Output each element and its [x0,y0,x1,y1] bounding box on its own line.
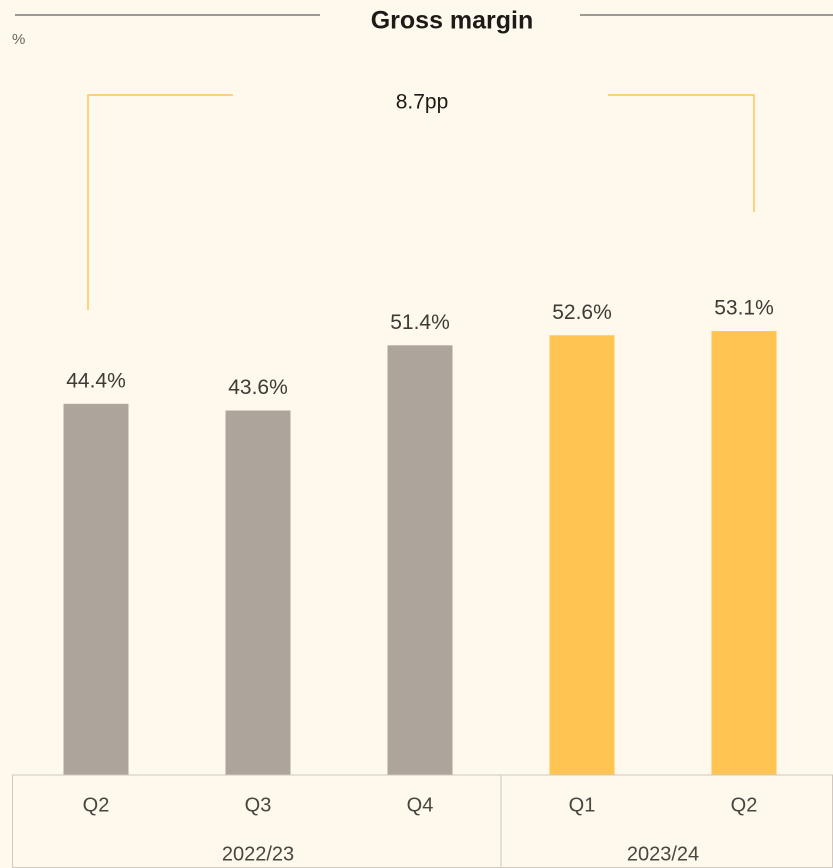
bar [63,403,129,775]
bar [387,345,453,775]
value-label: 43.6% [228,376,288,399]
annotation: 8.7pp [396,91,449,114]
x-tick-label: Q2 [731,794,758,816]
bar [549,335,615,775]
value-label: 44.4% [66,369,126,392]
bar [711,331,777,775]
value-label: 53.1% [714,297,774,320]
x-tick-label: Q1 [569,794,596,816]
bracket [87,94,233,310]
chart-title: Gross margin [371,7,534,35]
bar [225,410,291,775]
group-label: 2023/24 [627,843,699,865]
bracket [608,94,755,212]
value-label: 52.6% [552,301,612,324]
value-label: 51.4% [390,311,450,334]
x-tick-label: Q4 [407,794,434,816]
x-tick-label: Q3 [245,794,272,816]
x-tick-label: Q2 [83,794,110,816]
unit-label: % [12,31,25,48]
group-label: 2022/23 [222,843,294,865]
